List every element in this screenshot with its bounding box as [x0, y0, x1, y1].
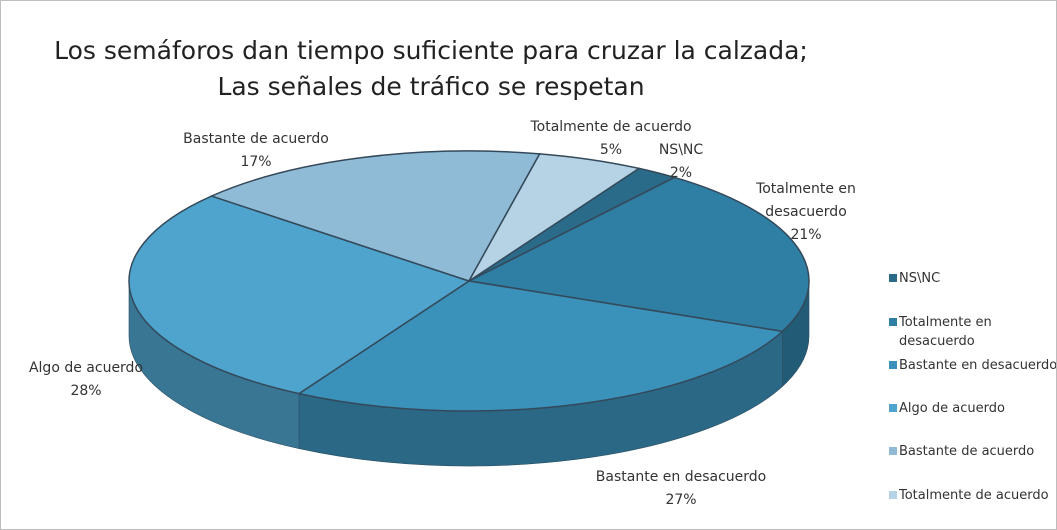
data-label: Totalmente de acuerdo 5% — [501, 116, 721, 162]
legend-entry: Bastante de acuerdo — [889, 442, 1056, 461]
legend-entry: Bastante en desacuerdo — [889, 356, 1056, 375]
label-name: Algo de acuerdo — [28, 360, 144, 376]
data-label: NS\NC 2% — [621, 139, 741, 185]
label-name: NS\NC — [658, 142, 704, 158]
label-name: Bastante en desacuerdo — [595, 469, 767, 485]
legend-swatch — [889, 274, 897, 282]
label-value: 21% — [790, 227, 822, 243]
legend-swatch — [889, 404, 897, 412]
slice — [466, 176, 810, 333]
label-value: 2% — [669, 165, 693, 181]
legend-swatch — [889, 491, 897, 499]
slice — [128, 195, 471, 395]
label-name: Totalmente en desacuerdo — [756, 181, 856, 220]
data-label: Algo de acuerdo 28% — [11, 357, 161, 403]
slice — [297, 280, 785, 412]
legend-entry: Algo de acuerdo — [889, 399, 1056, 418]
legend-entry: Totalmente en desacuerdo — [889, 313, 1056, 351]
legend-swatch — [889, 447, 897, 455]
label-name: Totalmente de acuerdo — [530, 119, 692, 135]
data-label: Bastante en desacuerdo 27% — [571, 466, 791, 512]
label-name: Bastante de acuerdo — [183, 131, 329, 147]
label-value: 27% — [665, 492, 697, 508]
legend-entry: Totalmente de acuerdo — [889, 486, 1056, 505]
legend-swatch — [889, 361, 897, 369]
data-label: Totalmente en desacuerdo 21% — [741, 178, 871, 247]
data-label: Bastante de acuerdo 17% — [161, 128, 351, 174]
chart-title: Los semáforos dan tiempo suficiente para… — [54, 36, 808, 101]
label-value: 17% — [240, 154, 272, 170]
legend-entry: NS\NC — [889, 269, 1056, 288]
label-value: 28% — [70, 383, 102, 399]
slice — [209, 150, 541, 282]
slice — [468, 153, 641, 282]
legend-swatch — [889, 318, 897, 326]
label-value: 5% — [599, 142, 623, 158]
